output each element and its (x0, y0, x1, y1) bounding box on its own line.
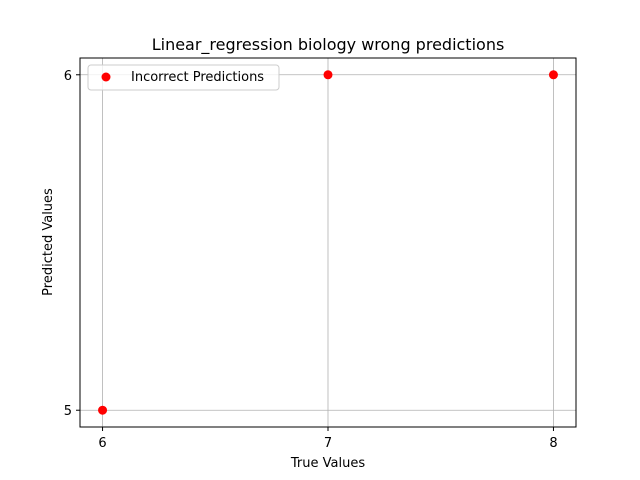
chart-title: Linear_regression biology wrong predicti… (152, 35, 505, 55)
x-tick-label-2: 8 (549, 436, 557, 451)
grid-lines (80, 58, 576, 427)
legend-marker (101, 72, 111, 82)
y-axis-label: Predicted Values (41, 188, 56, 296)
x-axis-label: True Values (290, 456, 365, 471)
data-point-0-1 (323, 70, 333, 80)
data-point-0-2 (548, 70, 558, 80)
axes: 6 7 8 5 6 (64, 57, 577, 451)
x-tick-label-0: 6 (98, 436, 106, 451)
data-points (98, 70, 558, 415)
legend-label: Incorrect Predictions (131, 70, 264, 85)
y-tick-label-1: 6 (64, 69, 72, 84)
legend: Incorrect Predictions (87, 64, 280, 91)
y-tick-label-0: 5 (64, 404, 72, 419)
x-tick-label-1: 7 (324, 436, 332, 451)
legend-frame (87, 64, 280, 91)
data-point-0-0 (98, 405, 108, 415)
